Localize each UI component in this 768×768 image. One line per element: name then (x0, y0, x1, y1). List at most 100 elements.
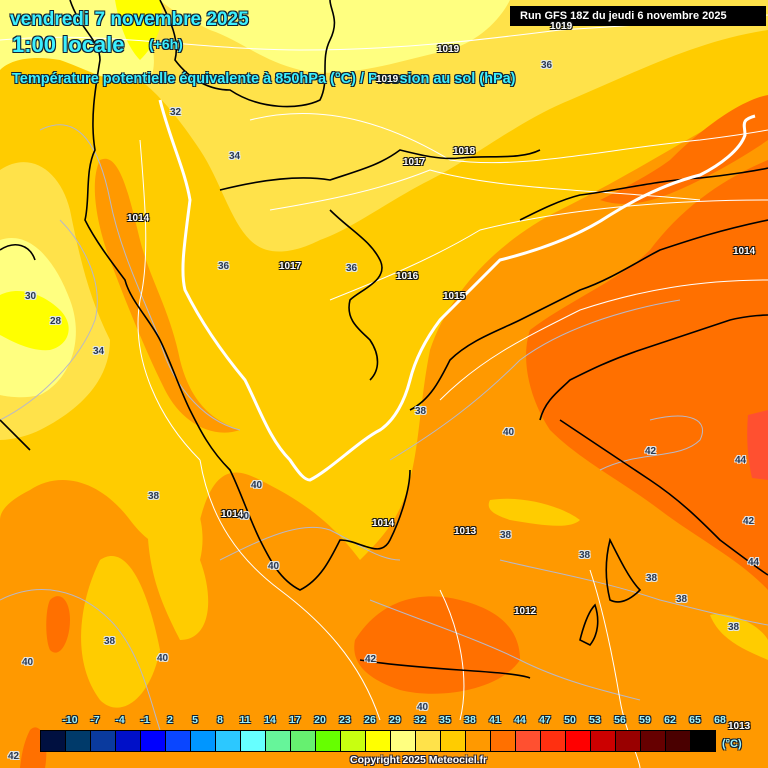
theta-contour-label: 44 (735, 455, 747, 466)
theta-contour-label: 44 (748, 557, 760, 568)
colorbar-swatch (141, 731, 166, 751)
colorbar-swatch (466, 731, 491, 751)
colorbar-swatch (191, 731, 216, 751)
theta-contour-label: 42 (645, 446, 657, 457)
colorbar-tick-label: -1 (140, 714, 150, 726)
colorbar-tick-label: -7 (90, 714, 100, 726)
isobar-label: 1017 (279, 261, 302, 272)
colorbar-swatch (391, 731, 416, 751)
theta-band-47 (747, 410, 768, 480)
front-line (158, 99, 756, 482)
isobar-label: 1016 (396, 271, 419, 282)
colorbar-swatch (116, 731, 141, 751)
coastlines (0, 0, 768, 679)
colorbar-swatch (66, 731, 91, 751)
colorbar-tick-label: 20 (314, 714, 326, 726)
colorbar-swatch (266, 731, 291, 751)
colorbar-tick-label: 50 (564, 714, 576, 726)
theta-band-32 (0, 0, 154, 83)
theta-band-44-east (526, 160, 768, 590)
theta-contour-label: 38 (104, 636, 116, 647)
colorbar-swatch (691, 731, 715, 751)
colorbar-tick-label: 59 (639, 714, 651, 726)
isobar-label: 1015 (443, 291, 466, 302)
isobar-label: 1019 (550, 21, 573, 32)
theta-contour-label: 38 (579, 550, 591, 561)
colorbar-tick-label: 53 (589, 714, 601, 726)
isobar-label: 1014 (372, 518, 395, 529)
isobar-label: 1014 (221, 509, 244, 520)
theta-contour-label: 38 (500, 530, 512, 541)
colorbar-tick-label: 8 (217, 714, 223, 726)
colorbar-tick-label: 26 (364, 714, 376, 726)
colorbar-tick-label: 44 (514, 714, 526, 726)
theta-band-35 (0, 0, 768, 252)
variable-title: Température potentielle équivalente à 85… (12, 71, 516, 87)
isobar-label: 1014 (127, 213, 150, 224)
theta-contour-label: 36 (346, 263, 358, 274)
isobar-label: 1019 (376, 74, 399, 85)
theta-contour-label: 32 (170, 107, 182, 118)
isobar-label: 1013 (454, 526, 477, 537)
colorbar-tick-label: 38 (464, 714, 476, 726)
forecast-offset: (+6h) (149, 36, 183, 52)
theta-band-38-southeast (710, 614, 768, 660)
theta-contour-label: 42 (8, 751, 20, 762)
colorbar-swatch (566, 731, 591, 751)
theta-contour-label: 38 (646, 573, 658, 584)
theta-contour-label: 38 (728, 622, 740, 633)
colorbar-swatch (166, 731, 191, 751)
theta-contour-label: 40 (22, 657, 34, 668)
colorbar (40, 730, 716, 752)
isobar-label: 1014 (733, 246, 756, 257)
theta-band-32-north (160, 0, 510, 73)
theta-contour-label: 40 (238, 511, 250, 522)
theta-contour-label: 40 (503, 427, 515, 438)
theta-band-44-bottomleft (20, 727, 47, 768)
colorbar-swatch (616, 731, 641, 751)
isobar-label: 1013 (728, 721, 751, 732)
colorbar-swatch (541, 731, 566, 751)
forecast-local-time: 1:00 locale (12, 32, 125, 57)
colorbar-tick-label: 68 (714, 714, 726, 726)
colorbar-tick-label: 14 (264, 714, 276, 726)
theta-contour-label: 42 (365, 654, 377, 665)
colorbar-swatch (516, 731, 541, 751)
isobar-label: 1018 (453, 146, 476, 157)
colorbar-tick-label: 62 (664, 714, 676, 726)
colorbar-tick-label: 11 (239, 714, 251, 726)
isobar-label: 1019 (437, 44, 460, 55)
theta-band-44-sw-patch (46, 596, 70, 653)
colorbar-swatch (41, 731, 66, 751)
theta-band-29-west (0, 290, 69, 351)
colorbar-tick-label: 65 (689, 714, 701, 726)
colorbar-tick-label: 2 (167, 714, 173, 726)
isobar-label: 1017 (403, 157, 426, 168)
colorbar-swatch (291, 731, 316, 751)
theta-band-38-ionian (147, 478, 209, 640)
colorbar-tick-label: 17 (289, 714, 301, 726)
colorbar-swatch (366, 731, 391, 751)
theta-band-44-crete (354, 596, 520, 694)
colorbar-tick-label: 32 (414, 714, 426, 726)
copyright: Copyright 2025 Meteociel.fr (350, 754, 488, 766)
theta-contour-label: 30 (25, 291, 37, 302)
theta-band-41-adriatic (94, 158, 240, 433)
colorbar-swatch (316, 731, 341, 751)
theta-contour-label: 38 (415, 406, 427, 417)
colorbar-swatch (216, 731, 241, 751)
colorbar-swatch (666, 731, 691, 751)
isobar-label: 1012 (514, 606, 537, 617)
theta-contour-label: 40 (268, 561, 280, 572)
colorbar-tick-label: 5 (192, 714, 198, 726)
theta-contour-label: 34 (93, 346, 105, 357)
colorbar-swatch (441, 731, 466, 751)
theta-band-38-aegean (488, 498, 580, 526)
run-info-text: Run GFS 18Z du jeudi 6 novembre 2025 (520, 10, 727, 22)
colorbar-swatch (91, 731, 116, 751)
theta-contour-label: 28 (50, 316, 62, 327)
colorbar-tick-label: -4 (115, 714, 125, 726)
theta-band-29-north (115, 0, 162, 60)
colorbar-swatch (416, 731, 441, 751)
